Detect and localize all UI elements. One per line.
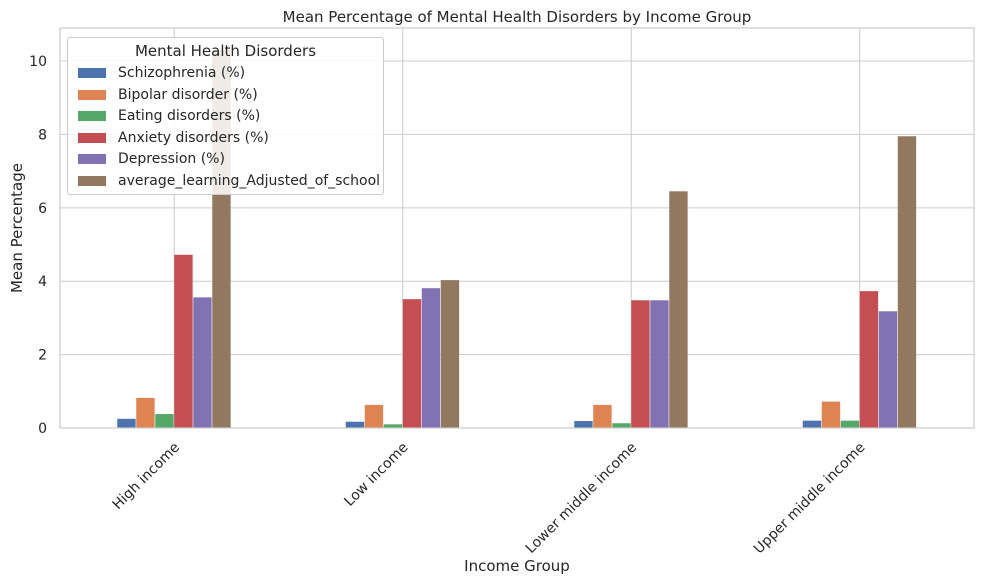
bar	[136, 397, 155, 428]
legend-swatch	[78, 132, 106, 143]
legend-item: Anxiety disorders (%)	[78, 128, 269, 148]
legend-item: Bipolar disorder (%)	[78, 85, 258, 105]
bar	[802, 420, 822, 428]
y-ticks: 0 2 4 6 8 10	[29, 54, 47, 437]
legend-swatch	[78, 175, 106, 186]
bar	[345, 421, 365, 428]
y-tick-label: 8	[38, 127, 47, 143]
bar	[193, 297, 212, 428]
bar	[821, 401, 841, 428]
bar	[421, 288, 441, 428]
legend-item: Depression (%)	[78, 149, 225, 169]
y-tick-label: 6	[38, 201, 47, 217]
x-tick-label: Upper middle income	[751, 440, 869, 558]
y-tick-label: 10	[29, 54, 47, 70]
bars	[117, 50, 917, 429]
x-tick-label: Low income	[341, 440, 411, 510]
bar	[631, 300, 650, 428]
x-ticks: High income Low income Lower middle income…	[110, 440, 869, 558]
legend-swatch	[78, 89, 106, 100]
bar	[364, 404, 384, 428]
legend-item: Schizophrenia (%)	[78, 63, 245, 83]
bar	[840, 420, 860, 428]
bar	[878, 311, 898, 428]
legend-item: Eating disorders (%)	[78, 106, 260, 126]
plot-frame	[59, 27, 975, 429]
y-tick-label: 2	[38, 348, 47, 364]
bar	[402, 299, 422, 428]
bar	[383, 424, 403, 428]
legend-swatch	[78, 154, 106, 164]
y-axis-label: Mean Percentage	[8, 163, 26, 293]
bar	[174, 254, 193, 428]
legend-item: average_learning_Adjusted_of_school	[78, 171, 380, 191]
y-tick-label: 4	[38, 274, 47, 290]
x-axis-label: Income Group	[464, 557, 570, 575]
legend-label: Anxiety disorders (%)	[118, 129, 269, 146]
legend-label: average_learning_Adjusted_of_school	[118, 172, 381, 189]
bar	[897, 136, 917, 428]
bar	[593, 404, 612, 428]
bar	[440, 280, 460, 428]
bar	[155, 414, 174, 428]
legend: Mental Health Disorders Schizophrenia (%…	[67, 37, 384, 195]
bar	[669, 191, 688, 428]
bar	[574, 421, 593, 428]
bar	[859, 291, 879, 428]
legend-swatch	[78, 111, 106, 121]
legend-label: Bipolar disorder (%)	[118, 86, 258, 103]
y-tick-label: 0	[38, 421, 47, 437]
bar	[612, 423, 631, 428]
x-tick-label: High income	[110, 440, 183, 513]
legend-label: Depression (%)	[118, 151, 225, 167]
bar	[650, 300, 669, 428]
legend-swatch	[78, 68, 106, 78]
chart-title: Mean Percentage of Mental Health Disorde…	[283, 8, 752, 26]
legend-label: Eating disorders (%)	[118, 108, 261, 124]
bar	[117, 418, 136, 428]
x-tick-label: Lower middle income	[523, 440, 640, 557]
legend-title: Mental Health Disorders	[134, 42, 317, 60]
legend-label: Schizophrenia (%)	[118, 65, 246, 81]
